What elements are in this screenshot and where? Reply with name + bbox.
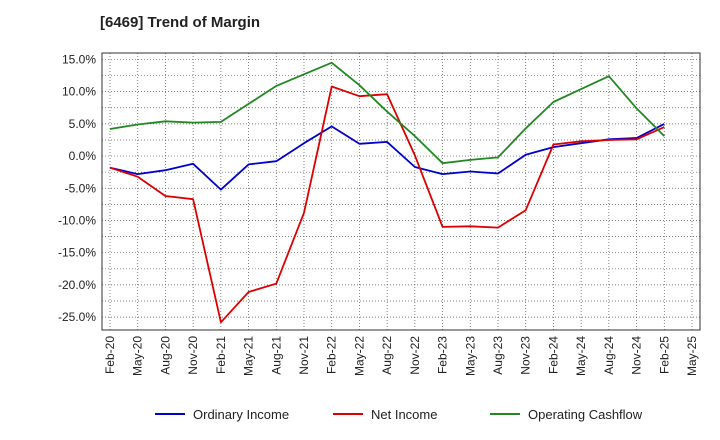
y-tick-label: 0.0% xyxy=(69,149,97,163)
x-tick-label: Nov-21 xyxy=(297,336,311,375)
legend-label: Operating Cashflow xyxy=(528,407,643,422)
x-tick-label: May-23 xyxy=(463,336,477,376)
x-tick-label: Aug-22 xyxy=(380,336,394,375)
x-tick-label: Nov-22 xyxy=(408,336,422,375)
x-tick-label: May-22 xyxy=(352,336,366,376)
y-tick-label: -10.0% xyxy=(58,213,96,227)
x-tick-label: Feb-24 xyxy=(546,336,560,374)
x-tick-label: Feb-23 xyxy=(436,336,450,374)
x-tick-label: Aug-23 xyxy=(491,336,505,375)
legend-label: Net Income xyxy=(371,407,437,422)
y-tick-label: 10.0% xyxy=(62,85,96,99)
x-tick-label: May-24 xyxy=(574,336,588,376)
x-tick-label: Aug-20 xyxy=(158,336,172,375)
x-tick-label: Feb-20 xyxy=(103,336,117,374)
x-tick-label: Feb-25 xyxy=(657,336,671,374)
x-tick-label: May-25 xyxy=(685,336,699,376)
x-tick-label: May-20 xyxy=(131,336,145,376)
x-tick-label: Feb-22 xyxy=(325,336,339,374)
legend-label: Ordinary Income xyxy=(193,407,289,422)
x-tick-label: Nov-24 xyxy=(630,336,644,375)
y-tick-label: -25.0% xyxy=(58,310,96,324)
x-tick-label: Nov-20 xyxy=(186,336,200,375)
x-tick-label: Aug-24 xyxy=(602,336,616,375)
x-tick-label: Aug-21 xyxy=(269,336,283,375)
series-line-ordinary-income xyxy=(109,123,665,191)
series-line-operating-cashflow xyxy=(109,61,665,165)
y-tick-label: -15.0% xyxy=(58,246,96,260)
x-tick-label: Feb-21 xyxy=(214,336,228,374)
y-tick-label: -20.0% xyxy=(58,278,96,292)
y-tick-label: 5.0% xyxy=(69,117,97,131)
x-tick-label: Nov-23 xyxy=(519,336,533,375)
chart-title: [6469] Trend of Margin xyxy=(100,14,261,31)
x-tick-label: May-21 xyxy=(242,336,256,376)
plot-border xyxy=(101,52,701,331)
y-tick-label: 15.0% xyxy=(62,52,96,66)
series-line-net-income xyxy=(109,85,665,324)
y-tick-label: -5.0% xyxy=(65,181,97,195)
plot-area xyxy=(102,53,700,330)
